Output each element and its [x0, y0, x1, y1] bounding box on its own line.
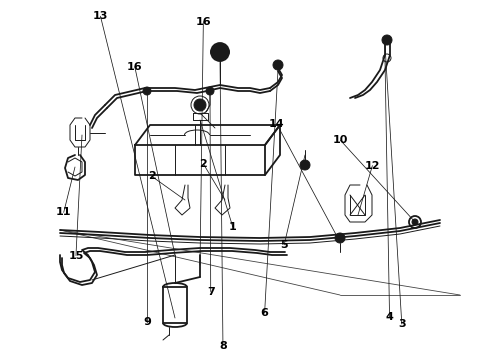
- Text: 16: 16: [196, 17, 211, 27]
- Text: 9: 9: [143, 317, 151, 327]
- Circle shape: [412, 219, 418, 225]
- Text: 2: 2: [199, 159, 207, 169]
- Text: 7: 7: [207, 287, 215, 297]
- Circle shape: [194, 99, 206, 111]
- Text: 1: 1: [229, 222, 237, 232]
- Text: 4: 4: [386, 312, 393, 322]
- Text: 16: 16: [127, 62, 143, 72]
- Text: 12: 12: [365, 161, 380, 171]
- Circle shape: [382, 35, 392, 45]
- Text: 5: 5: [280, 240, 288, 250]
- Circle shape: [143, 87, 151, 95]
- Circle shape: [335, 233, 345, 243]
- Text: 3: 3: [398, 319, 406, 329]
- Text: 13: 13: [93, 11, 108, 21]
- Circle shape: [224, 50, 228, 54]
- Text: 8: 8: [219, 341, 227, 351]
- Text: 10: 10: [333, 135, 348, 145]
- Circle shape: [206, 87, 214, 95]
- Circle shape: [212, 50, 216, 54]
- Text: 14: 14: [269, 119, 285, 129]
- Circle shape: [211, 43, 229, 61]
- Circle shape: [300, 160, 310, 170]
- Text: 6: 6: [261, 308, 269, 318]
- Text: 2: 2: [148, 171, 156, 181]
- Circle shape: [273, 60, 283, 70]
- Text: 15: 15: [68, 251, 84, 261]
- Text: 11: 11: [56, 207, 72, 217]
